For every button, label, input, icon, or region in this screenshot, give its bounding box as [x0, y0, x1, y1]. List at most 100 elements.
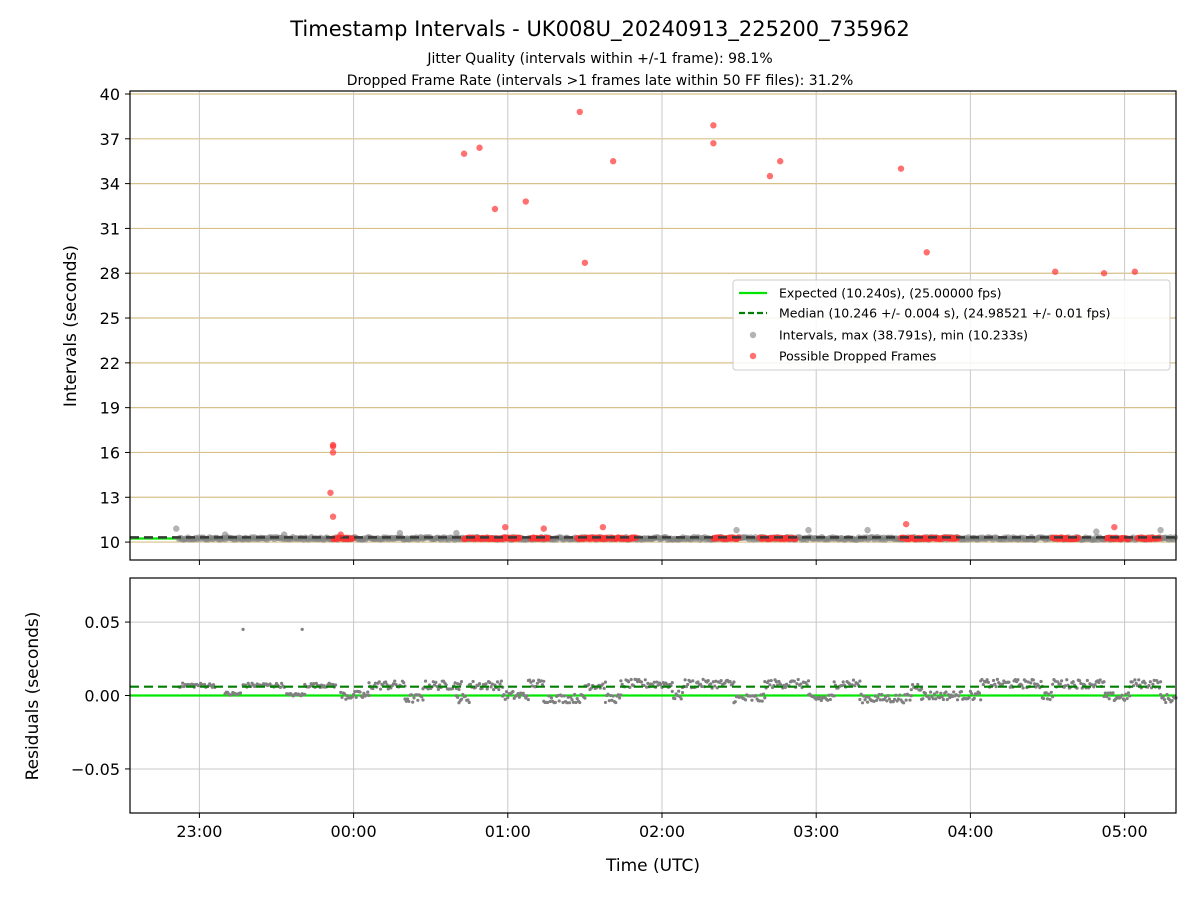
- residuals-y-tick-label: 0.05: [84, 613, 120, 632]
- residual-point: [458, 682, 462, 686]
- residual-point: [608, 693, 613, 698]
- residual-point: [1039, 679, 1043, 684]
- residual-point: [652, 680, 656, 684]
- residual-point: [411, 700, 415, 704]
- residual-point: [484, 682, 488, 686]
- residual-point: [229, 693, 234, 697]
- residual-point: [910, 682, 915, 687]
- residual-point: [878, 698, 883, 702]
- dropped-frame-point: [516, 534, 523, 542]
- dropped-frame-point: [777, 158, 784, 165]
- residual-point: [391, 682, 396, 686]
- intervals-y-tick-label: 31: [100, 219, 120, 238]
- residual-point: [894, 693, 898, 697]
- residual-point: [362, 691, 366, 695]
- residual-point: [241, 627, 245, 632]
- residual-point: [526, 698, 530, 702]
- interval-point: [453, 529, 460, 537]
- residual-point: [377, 680, 381, 684]
- residual-point: [1071, 680, 1075, 684]
- interval-point: [173, 525, 180, 532]
- residual-point: [1148, 680, 1152, 684]
- residual-point: [1029, 681, 1033, 685]
- residual-point: [832, 680, 836, 684]
- residual-point: [1105, 695, 1109, 699]
- residual-point: [874, 698, 879, 702]
- residual-point: [490, 682, 494, 686]
- residual-point: [670, 681, 674, 685]
- legend-entry: Intervals, max (38.791s), min (10.233s): [779, 328, 1028, 343]
- residual-point: [617, 696, 622, 700]
- residual-point: [713, 684, 717, 688]
- residual-point: [686, 682, 690, 687]
- residual-point: [1049, 690, 1053, 694]
- chart-subtitle-jitter: Jitter Quality (intervals within +/-1 fr…: [426, 51, 772, 67]
- residual-point: [456, 682, 460, 686]
- residual-point: [353, 690, 357, 694]
- interval-point: [864, 526, 871, 534]
- residual-point: [760, 699, 764, 703]
- residual-point: [1042, 696, 1046, 701]
- residual-point: [477, 682, 482, 686]
- dropped-frame-point: [545, 534, 552, 542]
- dropped-frame-point: [599, 523, 607, 531]
- interval-point: [396, 529, 404, 537]
- residual-point: [498, 682, 502, 686]
- dropped-frame-point: [460, 150, 468, 157]
- residual-point: [420, 695, 424, 699]
- residual-point: [732, 680, 736, 684]
- residual-point: [549, 696, 554, 700]
- residual-point: [1097, 680, 1101, 685]
- residual-point: [941, 697, 946, 702]
- residual-point: [826, 698, 830, 702]
- residual-point: [511, 689, 515, 694]
- residual-point: [1124, 692, 1128, 696]
- residual-point: [799, 682, 803, 686]
- residual-point: [1093, 683, 1097, 687]
- residual-point: [858, 679, 862, 683]
- residual-point: [504, 690, 509, 694]
- residual-point: [412, 696, 416, 700]
- residual-point: [606, 692, 610, 696]
- residual-point: [763, 680, 767, 684]
- residual-point: [768, 683, 772, 687]
- dropped-frame-point: [766, 172, 774, 180]
- residual-point: [358, 690, 362, 694]
- residual-point: [932, 692, 937, 696]
- residual-point: [970, 692, 974, 696]
- residual-point: [1107, 697, 1111, 701]
- residual-point: [426, 687, 430, 691]
- residuals-x-tick-label: 04:00: [947, 822, 993, 841]
- residual-point: [1158, 680, 1163, 684]
- intervals-y-tick-label: 37: [100, 130, 120, 149]
- residual-point: [407, 699, 411, 704]
- residual-point: [517, 695, 521, 699]
- residual-point: [414, 693, 419, 697]
- residual-point: [659, 682, 663, 687]
- residual-point: [644, 685, 649, 689]
- residual-point: [436, 687, 441, 691]
- dropped-frame-point: [329, 443, 337, 450]
- residual-point: [898, 693, 902, 697]
- residual-point: [680, 690, 685, 695]
- residual-point: [191, 682, 195, 687]
- dropped-frame-point: [540, 525, 547, 532]
- legend-swatch-dropped: [749, 352, 757, 360]
- residual-point: [909, 688, 913, 692]
- residual-point: [1130, 680, 1134, 684]
- residual-point: [877, 692, 881, 697]
- residual-point: [759, 693, 763, 697]
- residual-point: [246, 681, 250, 685]
- dropped-frame-point: [329, 449, 337, 456]
- residual-point: [1156, 681, 1160, 685]
- residual-point: [546, 700, 550, 705]
- residual-point: [774, 680, 778, 684]
- x-axis-label: Time (UTC): [605, 856, 700, 876]
- residual-point: [1051, 682, 1055, 686]
- residual-point: [792, 679, 796, 683]
- residual-point: [516, 692, 520, 696]
- residual-point: [828, 697, 832, 702]
- residual-point: [378, 687, 383, 691]
- residual-point: [540, 683, 545, 687]
- residual-point: [665, 683, 669, 687]
